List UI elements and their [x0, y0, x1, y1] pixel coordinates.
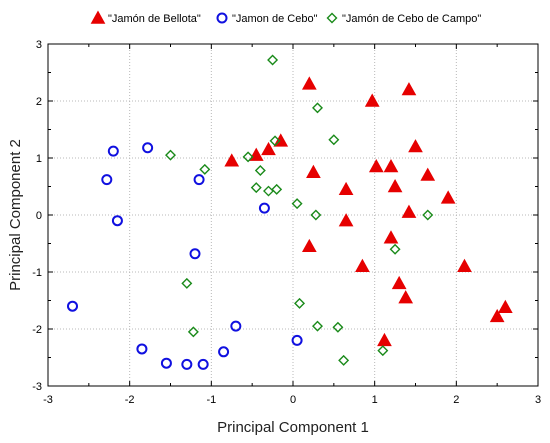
data-point-series-2 [230, 320, 242, 332]
data-point-series-1 [408, 139, 423, 153]
data-point-series-1 [401, 82, 417, 96]
axis-ticks [47, 43, 539, 387]
data-point-series-3 [263, 185, 274, 197]
data-point-series-3 [291, 198, 303, 210]
data-point-series-3 [338, 354, 350, 366]
x-axis-title: Principal Component 1 [217, 419, 369, 436]
x-tick-label: 3 [535, 394, 541, 406]
data-point-series-3 [312, 320, 323, 332]
y-tick-label: 3 [36, 39, 42, 51]
data-point-series-1 [261, 141, 276, 156]
data-point-series-1 [457, 258, 472, 272]
data-point-series-3 [328, 134, 340, 146]
data-point-series-3 [187, 326, 199, 338]
data-point-series-1 [401, 204, 417, 218]
data-point-series-2 [181, 358, 193, 370]
y-axis-title: Principal Component 2 [7, 139, 24, 291]
data-point-series-3 [332, 321, 344, 333]
y-tick-label: 1 [36, 153, 42, 165]
data-point-series-1 [301, 76, 317, 90]
data-point-series-3 [181, 277, 193, 289]
data-point-series-2 [160, 357, 172, 369]
data-point-series-2 [197, 358, 209, 370]
data-point-series-1 [440, 190, 456, 204]
data-point-series-1 [224, 153, 240, 167]
data-point-series-1 [306, 164, 321, 178]
data-point-series-1 [387, 178, 403, 193]
data-point-series-3 [199, 163, 211, 175]
x-tick-label: 0 [290, 394, 296, 406]
data-point-series-3 [271, 183, 283, 195]
legend-label-1: "Jamón de Bellota" [108, 13, 201, 25]
data-point-series-1 [301, 238, 317, 253]
legend-label-2: "Jamon de Cebo" [232, 13, 318, 25]
data-point-series-1 [338, 213, 354, 227]
data-point-series-1 [420, 167, 436, 181]
data-point-series-3 [254, 165, 266, 177]
data-point-series-1 [383, 159, 399, 173]
x-tick-label: 2 [453, 394, 459, 406]
y-tick-label: -1 [32, 267, 42, 279]
data-point-series-2 [258, 202, 270, 214]
data-point-series-2 [218, 346, 230, 358]
x-tick-label: -3 [43, 394, 53, 406]
data-point-series-3 [269, 135, 281, 147]
data-point-series-3 [312, 102, 323, 114]
y-tick-label: -3 [32, 381, 42, 393]
data-point-series-2 [142, 142, 154, 154]
legend-label-3: "Jamón de Cebo de Campo" [342, 13, 481, 25]
data-point-series-3 [294, 297, 306, 309]
x-tick-label: -1 [206, 394, 216, 406]
legend-item-1: "Jamón de Bellota" [90, 10, 201, 25]
data-point-series-3 [377, 345, 389, 357]
x-tick-label: 1 [372, 394, 378, 406]
data-point-series-1 [338, 181, 354, 196]
series-2-points [67, 142, 303, 370]
data-point-series-3 [250, 182, 262, 194]
y-tick-label: 0 [36, 210, 42, 222]
data-point-series-2 [101, 174, 113, 186]
legend-item-3: "Jamón de Cebo de Campo" [326, 12, 481, 25]
data-point-series-2 [136, 343, 148, 355]
data-point-series-1 [355, 258, 370, 272]
data-point-series-1 [368, 159, 384, 173]
legend-marker-1 [90, 10, 106, 24]
y-tick-label: -2 [32, 324, 42, 336]
x-tick-label: -2 [125, 394, 135, 406]
data-point-series-3 [389, 243, 401, 255]
data-point-series-1 [391, 275, 407, 290]
data-point-series-2 [111, 215, 123, 227]
data-point-series-2 [107, 145, 119, 157]
data-point-series-3 [422, 209, 434, 221]
data-point-series-1 [377, 332, 392, 347]
data-point-series-2 [291, 334, 303, 346]
legend-item-2: "Jamon de Cebo" [216, 12, 318, 25]
data-point-series-1 [489, 308, 505, 323]
data-point-series-1 [398, 290, 414, 304]
data-point-series-1 [497, 299, 513, 314]
data-point-series-2 [193, 174, 205, 186]
series-1-points [224, 76, 513, 347]
data-point-series-1 [364, 93, 380, 107]
data-point-series-3 [310, 209, 322, 221]
data-point-series-3 [242, 151, 254, 163]
legend-marker-2 [216, 12, 228, 24]
data-point-series-3 [165, 149, 176, 161]
series-3-points [165, 54, 434, 366]
legend-marker-3 [326, 12, 338, 24]
y-tick-label: 2 [36, 96, 42, 108]
data-point-series-3 [267, 54, 279, 66]
data-point-series-1 [383, 230, 399, 244]
data-point-series-2 [67, 300, 78, 312]
legend: "Jamón de Bellota" "Jamon de Cebo" "Jamón … [90, 10, 481, 25]
data-point-series-2 [189, 248, 201, 260]
